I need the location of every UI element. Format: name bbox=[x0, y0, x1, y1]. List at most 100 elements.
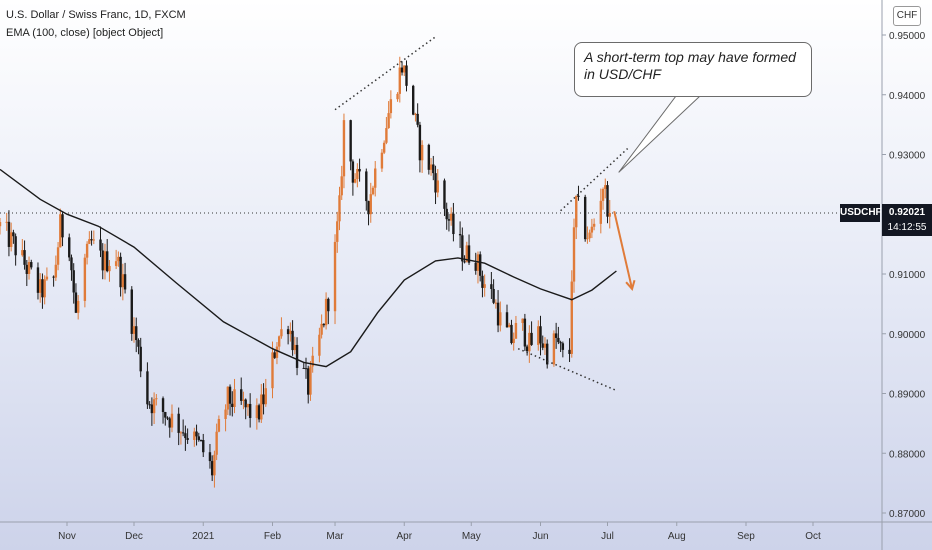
candle bbox=[273, 350, 276, 359]
candle bbox=[320, 314, 323, 339]
candle bbox=[365, 168, 368, 211]
candle-body bbox=[5, 221, 8, 223]
candle bbox=[184, 425, 187, 451]
candle-body bbox=[39, 279, 42, 293]
candle-body bbox=[106, 251, 109, 272]
candle bbox=[289, 322, 292, 342]
candle-body bbox=[295, 344, 299, 368]
candle bbox=[601, 187, 605, 210]
candle bbox=[606, 181, 609, 224]
candle bbox=[197, 432, 200, 442]
candle-body bbox=[568, 349, 571, 354]
candle bbox=[83, 253, 87, 308]
candle bbox=[447, 213, 451, 232]
candle-body bbox=[103, 251, 107, 271]
candle-body bbox=[119, 256, 122, 288]
candle bbox=[114, 249, 118, 270]
candle bbox=[414, 112, 417, 122]
candle bbox=[164, 411, 167, 426]
candle bbox=[7, 210, 11, 257]
candle bbox=[429, 158, 433, 176]
candle-body bbox=[130, 289, 133, 334]
candle bbox=[170, 404, 174, 433]
candle bbox=[590, 218, 594, 239]
candle-body bbox=[123, 274, 127, 290]
candle-body bbox=[213, 454, 216, 476]
candle bbox=[432, 155, 435, 181]
x-tick-label: Feb bbox=[264, 531, 282, 542]
candle-body bbox=[436, 180, 439, 193]
candle bbox=[443, 178, 446, 216]
candle bbox=[286, 325, 290, 345]
candle bbox=[155, 394, 158, 406]
candle bbox=[608, 199, 611, 229]
candle-body bbox=[403, 65, 406, 73]
candle-body bbox=[291, 330, 294, 351]
candle bbox=[119, 252, 122, 297]
candle-body bbox=[217, 418, 221, 432]
candle bbox=[291, 320, 294, 356]
candle bbox=[575, 195, 578, 240]
candle-body bbox=[353, 179, 357, 183]
candle bbox=[275, 342, 279, 365]
candle-body bbox=[447, 219, 451, 221]
candle bbox=[543, 337, 547, 356]
candle bbox=[604, 178, 607, 199]
candle-body bbox=[583, 196, 587, 240]
candle-body bbox=[318, 334, 321, 356]
candle-body bbox=[255, 405, 259, 418]
currency-label[interactable]: CHF bbox=[893, 6, 921, 26]
candle bbox=[396, 92, 399, 102]
candle bbox=[403, 65, 406, 77]
candle-body bbox=[70, 257, 73, 271]
candle-body bbox=[505, 312, 509, 328]
candle-body bbox=[23, 250, 26, 265]
bar-countdown: 14:12:55 bbox=[887, 222, 927, 233]
candle-body bbox=[83, 257, 87, 301]
candle-body bbox=[152, 399, 156, 414]
candle-body bbox=[367, 201, 370, 215]
candle bbox=[367, 200, 370, 226]
candle-body bbox=[365, 171, 368, 202]
annotation-callout[interactable]: A short-term top may have formed in USD/… bbox=[574, 42, 812, 97]
candle bbox=[21, 238, 24, 257]
candle-body bbox=[429, 164, 433, 170]
candle bbox=[427, 143, 431, 175]
candle-body bbox=[277, 336, 281, 347]
candle bbox=[356, 163, 359, 188]
candle bbox=[76, 295, 80, 320]
candle bbox=[311, 346, 314, 373]
candle-body bbox=[389, 99, 393, 114]
candle bbox=[61, 212, 64, 247]
candle-body bbox=[604, 185, 607, 189]
candle-body bbox=[177, 413, 180, 433]
candle-body bbox=[199, 439, 203, 441]
candle-body bbox=[449, 213, 453, 221]
candle bbox=[400, 61, 404, 76]
candle bbox=[588, 229, 591, 242]
candle bbox=[215, 423, 218, 461]
ema-100-line bbox=[0, 168, 617, 368]
y-tick-label: 0.93000 bbox=[889, 151, 926, 162]
candle-body bbox=[92, 239, 96, 241]
candle bbox=[302, 362, 305, 369]
candle-body bbox=[168, 418, 171, 428]
candle-body bbox=[523, 318, 527, 347]
candle-body bbox=[228, 386, 232, 404]
candle-body bbox=[358, 168, 361, 172]
candle bbox=[351, 159, 355, 196]
candle-body bbox=[161, 398, 165, 412]
candle-body bbox=[27, 262, 31, 274]
candle bbox=[420, 140, 424, 173]
candle bbox=[525, 344, 529, 356]
candle bbox=[195, 424, 198, 446]
candle bbox=[561, 341, 565, 358]
candle bbox=[92, 230, 96, 245]
candle-body bbox=[195, 431, 198, 437]
candle-body bbox=[286, 329, 290, 335]
dotted-trendline bbox=[560, 147, 629, 212]
candle bbox=[295, 337, 299, 376]
candle bbox=[150, 397, 154, 426]
candle-body bbox=[184, 433, 187, 439]
